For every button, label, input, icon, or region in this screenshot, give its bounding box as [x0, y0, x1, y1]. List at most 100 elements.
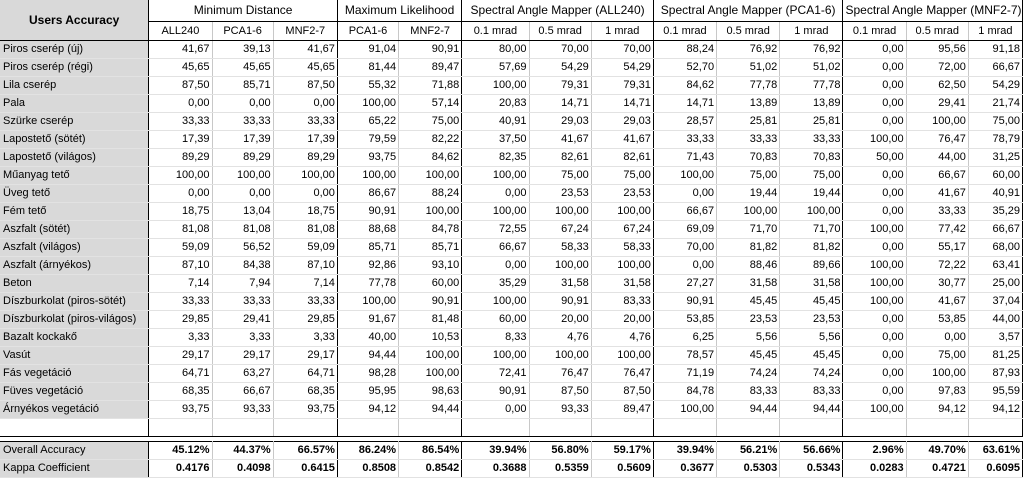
table-row: Árnyékos vegetáció 93,75 93,33 93,75 94,12 94… [0, 400, 1023, 419]
table-cell: 55,17 [906, 238, 969, 257]
summary-cell: 0.6415 [273, 459, 338, 478]
table-cell: 0,00 [842, 184, 907, 203]
sub-header: PCA1-6 [337, 21, 400, 41]
table-row: Lila cserép 87,50 85,71 87,50 55,32 71,88 100,… [0, 76, 1023, 95]
table-row: Aszfalt (világos) 59,09 56,52 59,09 85,71 85,… [0, 238, 1023, 257]
table-cell: 100,00 [591, 346, 654, 365]
table-cell: 7,14 [273, 274, 338, 293]
table-cell: 91,67 [337, 310, 400, 329]
row-label: Bazalt kockakő [0, 328, 150, 347]
blank-cell [591, 418, 654, 437]
table-cell: 41,67 [591, 130, 654, 149]
table-cell: 66,67 [212, 382, 274, 401]
table-cell: 68,00 [968, 238, 1023, 257]
table-cell: 66,67 [906, 166, 969, 185]
blank-cell [529, 418, 592, 437]
row-label: Szürke cserép [0, 112, 150, 131]
table-row: Vasút 29,17 29,17 29,17 94,44 100,00 100,00 100… [0, 346, 1023, 365]
table-cell: 89,29 [212, 148, 274, 167]
row-label: Aszfalt (árnyékos) [0, 256, 150, 275]
summary-cell: 45.12% [148, 441, 213, 460]
group-header: Spectral Angle Mapper (PCA1-6) [653, 0, 844, 22]
table-cell: 100,00 [842, 400, 907, 419]
table-cell: 81,08 [273, 220, 338, 239]
row-label: Piros cserép (régi) [0, 58, 150, 77]
table-cell: 81,82 [779, 238, 844, 257]
table-cell: 100,00 [398, 202, 463, 221]
group-header-row: Users Accuracy Minimum Distance Maximum Li… [0, 0, 1023, 41]
table-cell: 33,33 [148, 112, 213, 131]
table-cell: 0,00 [842, 382, 907, 401]
table-cell: 78,79 [968, 130, 1023, 149]
row-label: Díszburkolat (piros-világos) [0, 310, 150, 329]
table-row: Bazalt kockakő 3,33 3,33 3,33 40,00 10,53 8,33… [0, 328, 1023, 347]
group-header: Maximum Likelihood [337, 0, 463, 22]
table-row: Piros cserép (új) 41,67 39,13 41,67 91,04 90,… [0, 40, 1023, 59]
sub-header: 0.5 mrad [529, 21, 592, 41]
table-cell: 20,00 [529, 310, 592, 329]
table-cell: 17,39 [212, 130, 274, 149]
table-row: Lapostető (világos) 89,29 89,29 89,29 93,75 8… [0, 148, 1023, 167]
table-cell: 70,00 [529, 40, 592, 59]
row-label: Lila cserép [0, 76, 150, 95]
table-cell: 91,18 [968, 40, 1023, 59]
table-row: Aszfalt (árnyékos) 87,10 84,38 87,10 92,86 93… [0, 256, 1023, 275]
table-cell: 3,33 [148, 328, 213, 347]
table-cell: 76,47 [529, 364, 592, 383]
table-cell: 93,10 [398, 256, 463, 275]
table-cell: 100,00 [653, 400, 718, 419]
table-cell: 0,00 [842, 94, 907, 113]
row-label: Műanyag tető [0, 166, 150, 185]
table-cell: 28,57 [653, 112, 718, 131]
table-cell: 89,66 [779, 256, 844, 275]
summary-label: Kappa Coefficient [0, 459, 150, 478]
table-cell: 94,44 [398, 400, 463, 419]
group-header: Minimum Distance [148, 0, 338, 22]
table-cell: 90,91 [461, 382, 530, 401]
summary-cell: 0.6095 [968, 459, 1023, 478]
table-cell: 33,33 [273, 112, 338, 131]
table-cell: 81,82 [716, 238, 781, 257]
table-cell: 74,24 [716, 364, 781, 383]
table-cell: 95,56 [906, 40, 969, 59]
table-cell: 75,00 [529, 166, 592, 185]
table-cell: 39,13 [212, 40, 274, 59]
table-cell: 41,67 [273, 40, 338, 59]
table-cell: 0,00 [842, 364, 907, 383]
table-cell: 51,02 [716, 58, 781, 77]
table-cell: 84,62 [398, 148, 463, 167]
table-cell: 54,29 [968, 76, 1023, 95]
table-cell: 100,00 [842, 130, 907, 149]
table-cell: 94,44 [716, 400, 781, 419]
blank-cell [653, 418, 718, 437]
table-cell: 23,53 [529, 184, 592, 203]
table-cell: 70,00 [653, 238, 718, 257]
table-cell: 76,92 [779, 40, 844, 59]
table-cell: 81,25 [968, 346, 1023, 365]
table-cell: 100,00 [461, 166, 530, 185]
row-label: Aszfalt (világos) [0, 238, 150, 257]
table-cell: 80,00 [461, 40, 530, 59]
table-cell: 85,71 [398, 238, 463, 257]
table-cell: 29,85 [148, 310, 213, 329]
table-cell: 94,12 [968, 400, 1023, 419]
table-cell: 7,94 [212, 274, 274, 293]
summary-cell: 86.54% [398, 441, 463, 460]
table-cell: 93,75 [337, 148, 400, 167]
table-cell: 29,03 [529, 112, 592, 131]
summary-cell: 2.96% [842, 441, 907, 460]
table-cell: 84,78 [653, 382, 718, 401]
row-label: Díszburkolat (piros-sötét) [0, 292, 150, 311]
table-cell: 29,17 [148, 346, 213, 365]
blank-cell [398, 418, 463, 437]
table-cell: 53,85 [906, 310, 969, 329]
table-cell: 83,33 [591, 292, 654, 311]
table-cell: 77,78 [337, 274, 400, 293]
row-label: Vasút [0, 346, 150, 365]
table-cell: 100,00 [461, 346, 530, 365]
summary-cell: 39.94% [461, 441, 530, 460]
table-cell: 93,75 [273, 400, 338, 419]
table-cell: 45,65 [273, 58, 338, 77]
table-cell: 90,91 [337, 202, 400, 221]
table-cell: 60,00 [968, 166, 1023, 185]
